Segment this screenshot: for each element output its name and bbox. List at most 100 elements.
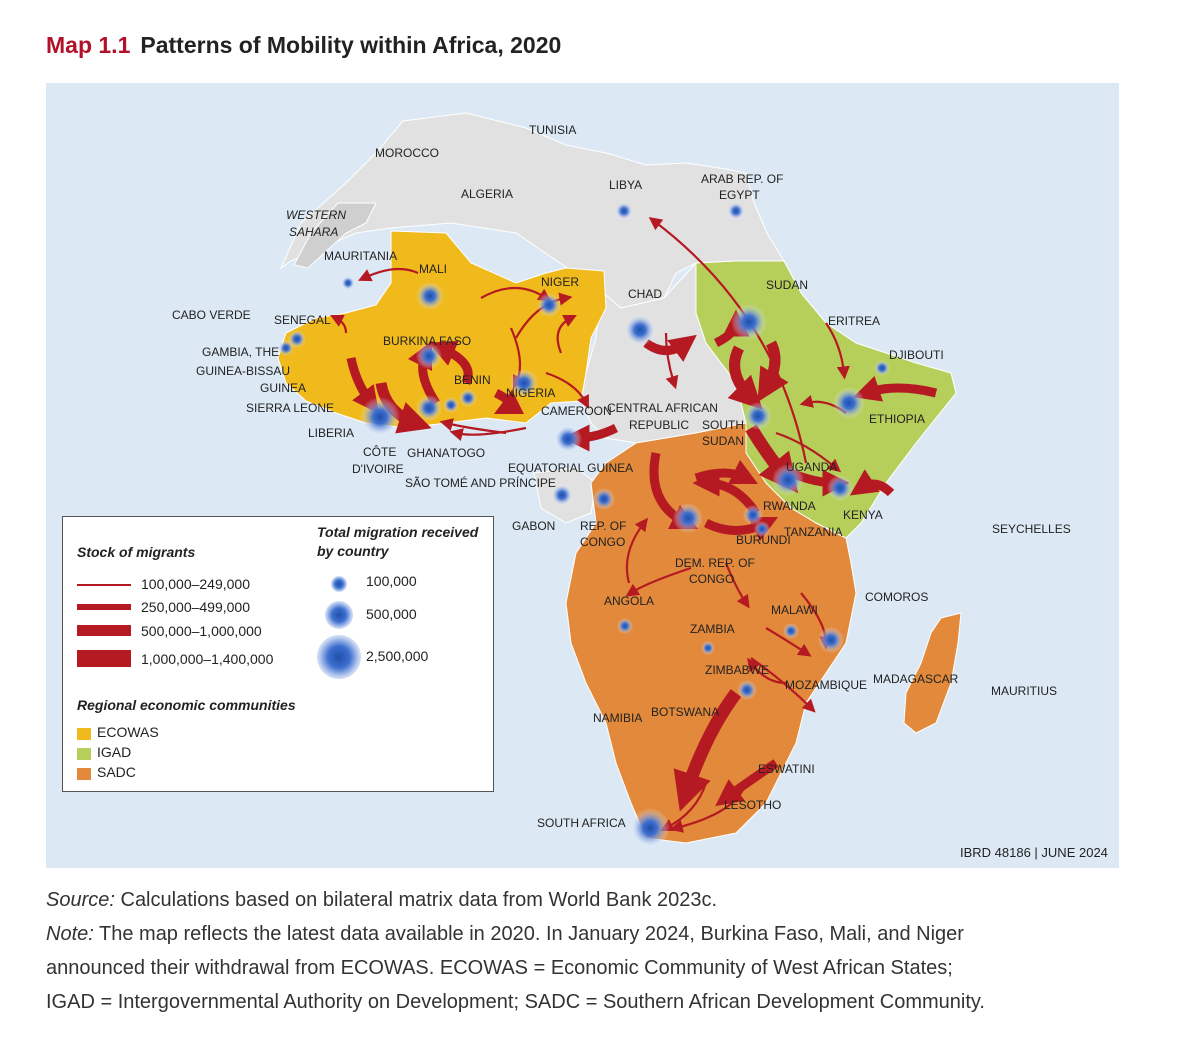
circle-mali <box>416 282 444 310</box>
legend-received-label-2: 500,000 <box>366 606 417 622</box>
circle-nigeria <box>510 369 538 397</box>
migration-circles <box>278 202 890 848</box>
circle-burkina-faso <box>416 343 442 369</box>
map-number: Map 1.1 <box>46 32 131 58</box>
legend-stock-label-4: 1,000,000–1,400,000 <box>141 651 274 667</box>
label-djibouti: DJIBOUTI <box>889 348 944 362</box>
circle-rep-congo <box>593 488 615 510</box>
label-rep-congo-1: REP. OF <box>580 519 626 533</box>
label-burundi: BURUNDI <box>736 533 791 547</box>
legend-stock-bar-3 <box>77 625 131 636</box>
label-car-2: REPUBLIC <box>629 418 689 432</box>
label-ethiopia: ETHIOPIA <box>869 412 925 426</box>
label-tunisia: TUNISIA <box>529 123 576 137</box>
label-egypt-1: ARAB REP. OF <box>701 172 783 186</box>
legend-stock-label-2: 250,000–499,000 <box>141 599 250 615</box>
circle-ethiopia <box>833 387 865 419</box>
label-zambia: ZAMBIA <box>690 622 735 636</box>
note-text: The map reflects the latest data availab… <box>93 923 964 945</box>
footer-note-line2: announced their withdrawal from ECOWAS. … <box>46 957 953 979</box>
label-zimbabwe: ZIMBABWE <box>705 663 769 677</box>
legend-igad: IGAD <box>97 744 132 760</box>
label-niger: NIGER <box>541 275 579 289</box>
label-angola: ANGOLA <box>604 594 654 608</box>
label-south-africa: SOUTH AFRICA <box>537 816 626 830</box>
label-sudan: SUDAN <box>766 278 808 292</box>
label-malawi: MALAWI <box>771 603 818 617</box>
legend: Stock of migrants 100,000–249,000 250,00… <box>62 516 494 792</box>
source-text: Calculations based on bilateral matrix d… <box>114 889 718 911</box>
circle-burundi <box>754 521 770 537</box>
label-liberia: LIBERIA <box>308 426 354 440</box>
label-uganda: UGANDA <box>786 460 837 474</box>
label-guinea: GUINEA <box>260 381 306 395</box>
label-gambia: GAMBIA, THE <box>202 345 279 359</box>
circle-gabon <box>551 484 573 506</box>
label-algeria: ALGERIA <box>461 187 513 201</box>
label-south-sudan-2: SUDAN <box>702 434 744 448</box>
circle-sudan <box>731 304 767 340</box>
circle-zambia <box>701 641 715 655</box>
footer-source: Source: Calculations based on bilateral … <box>46 884 717 917</box>
legend-rec-title: Regional economic communities <box>77 697 296 713</box>
legend-dot-medium <box>325 601 353 629</box>
map-credit: IBRD 48186 | JUNE 2024 <box>960 845 1108 860</box>
footer-note: Note: The map reflects the latest data a… <box>46 918 964 951</box>
label-mali: MALI <box>419 262 447 276</box>
label-chad: CHAD <box>628 287 662 301</box>
circle-egypt <box>727 202 745 220</box>
label-lesotho: LESOTHO <box>724 798 781 812</box>
circle-mauritania <box>341 276 355 290</box>
label-rwanda: RWANDA <box>763 499 816 513</box>
circle-south-africa <box>630 808 670 848</box>
label-namibia: NAMIBIA <box>593 711 642 725</box>
circle-malawi <box>783 623 799 639</box>
north-africa-land <box>279 112 785 309</box>
legend-swatch-sadc <box>77 768 91 780</box>
label-car-1: CENTRAL AFRICAN <box>607 401 718 415</box>
label-drc-1: DEM. REP. OF <box>675 556 755 570</box>
label-rep-congo-2: CONGO <box>580 535 625 549</box>
label-gabon: GABON <box>512 519 555 533</box>
label-cabo-verde: CABO VERDE <box>172 308 251 322</box>
legend-dot-large <box>317 635 361 679</box>
africa-map: TUNISIA MOROCCO ALGERIA LIBYA ARAB REP. … <box>46 83 1119 868</box>
label-eritrea: ERITREA <box>828 314 880 328</box>
label-togo: TOGO <box>450 446 485 460</box>
circle-mozambique <box>818 627 844 653</box>
circle-zimbabwe <box>737 680 757 700</box>
legend-stock-bar-2 <box>77 604 131 610</box>
label-south-sudan-1: SOUTH <box>702 418 744 432</box>
label-botswana: BOTSWANA <box>651 705 719 719</box>
western-sahara-land <box>293 202 377 269</box>
legend-received-label-1: 100,000 <box>366 573 417 589</box>
label-seychelles: SEYCHELLES <box>992 522 1071 536</box>
label-drc-2: CONGO <box>689 572 734 586</box>
label-western-sahara-2: SAHARA <box>289 225 338 239</box>
legend-received-label-3: 2,500,000 <box>366 648 429 664</box>
circle-uganda <box>772 464 804 496</box>
label-mauritania: MAURITANIA <box>324 249 397 263</box>
circle-niger <box>537 293 561 317</box>
circle-cameroon <box>554 425 582 453</box>
label-eswatini: ESWATINI <box>758 762 815 776</box>
circle-ghana <box>416 395 442 421</box>
label-guinea-bissau: GUINEA-BISSAU <box>196 364 290 378</box>
circle-benin <box>459 389 477 407</box>
footer-note-line3: IGAD = Intergovernmental Authority on De… <box>46 991 985 1013</box>
label-tanzania: TANZANIA <box>784 525 842 539</box>
label-eq-guinea: EQUATORIAL GUINEA <box>508 461 633 475</box>
legend-stock-label-1: 100,000–249,000 <box>141 576 250 592</box>
legend-received-title-1: Total migration received <box>317 524 479 540</box>
label-egypt-2: EGYPT <box>719 188 760 202</box>
circle-djibouti <box>874 360 890 376</box>
madagascar-land <box>903 612 962 734</box>
legend-swatch-ecowas <box>77 728 91 740</box>
circle-cote-divoire <box>360 397 400 437</box>
note-label: Note: <box>46 923 94 945</box>
circle-south-sudan <box>744 402 772 430</box>
label-cameroon: CAMEROON <box>541 404 612 418</box>
country-labels: TUNISIA MOROCCO ALGERIA LIBYA ARAB REP. … <box>172 123 1071 830</box>
label-nigeria: NIGERIA <box>506 386 555 400</box>
label-mozambique: MOZAMBIQUE <box>785 678 867 692</box>
